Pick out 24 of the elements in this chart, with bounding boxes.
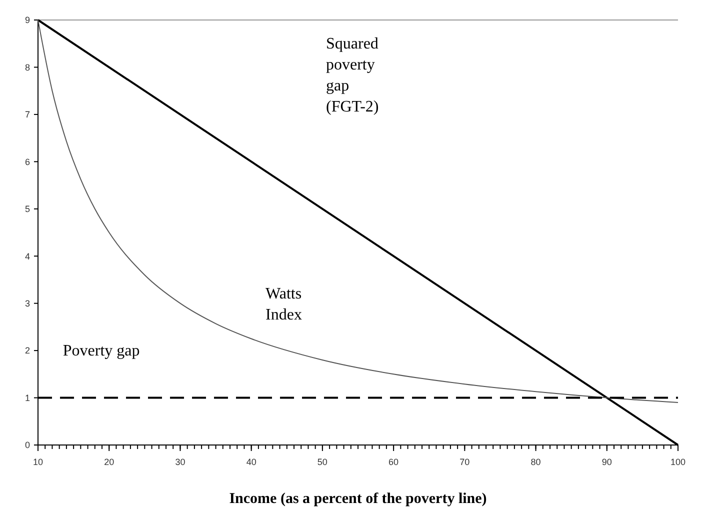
annotation: Watts Index xyxy=(266,286,302,324)
y-tick-label: 0 xyxy=(24,440,30,450)
y-tick-label: 1 xyxy=(24,392,30,403)
x-tick-label: 40 xyxy=(246,457,256,467)
y-tick-label: 6 xyxy=(24,156,30,167)
x-tick-label: 80 xyxy=(530,457,541,467)
y-tick-label: 4 xyxy=(24,251,30,262)
x-axis-title: Income (as a percent of the poverty line) xyxy=(229,491,487,507)
y-tick-label: 3 xyxy=(24,298,30,308)
x-tick-label: 70 xyxy=(460,457,470,467)
x-tick-label: 60 xyxy=(388,457,399,467)
y-tick-label: 5 xyxy=(24,204,30,214)
x-tick-label: 10 xyxy=(32,457,44,467)
x-tick-label: 100 xyxy=(670,457,686,467)
y-tick-label: 8 xyxy=(24,62,30,72)
x-tick-label: 50 xyxy=(317,457,328,467)
x-tick-label: 30 xyxy=(175,457,186,467)
y-tick-label: 7 xyxy=(24,110,30,120)
annotation: Squared poverty gap (FGT-2) xyxy=(326,35,379,116)
x-tick-label: 20 xyxy=(104,457,114,467)
x-tick-label: 90 xyxy=(602,457,612,467)
y-tick-label: 9 xyxy=(24,15,30,26)
y-tick-label: 2 xyxy=(24,346,30,356)
annotation: Poverty gap xyxy=(62,342,140,360)
